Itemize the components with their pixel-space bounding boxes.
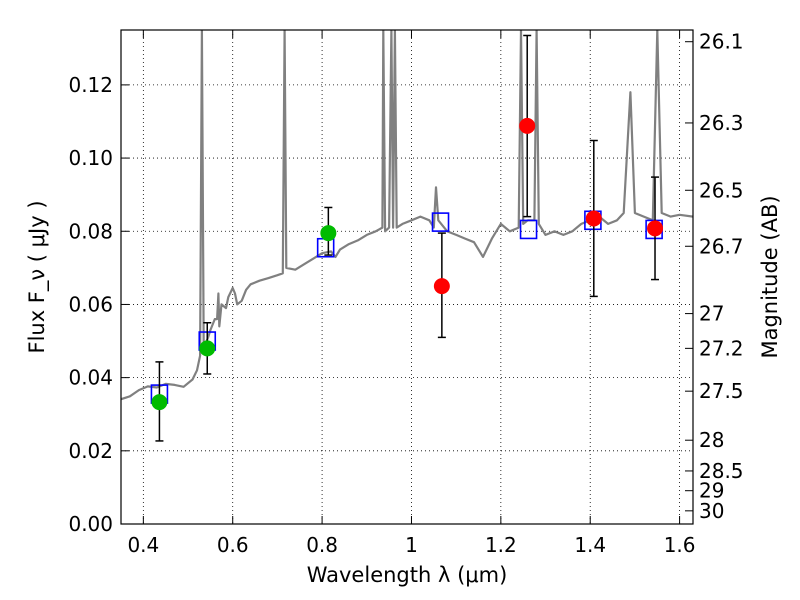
right-tick-label: 27.5 (699, 379, 744, 403)
spectrum-line (121, 30, 693, 401)
y-tick-label: 0.02 (68, 439, 113, 463)
x-tick-label: 1.6 (664, 533, 696, 557)
right-tick-label: 27.2 (699, 336, 744, 360)
y-tick-label: 0.08 (68, 219, 113, 243)
right-tick-label: 30 (699, 499, 724, 523)
right-tick-label: 26.7 (699, 234, 744, 258)
y-tick-label: 0.10 (68, 146, 113, 170)
data-point (647, 220, 664, 237)
data-point (585, 210, 602, 227)
axis-ticks: 0.4 0.6 0.8 1 1.2 1.4 1.6 0.00 0.02 0.04 0.06 0.08 0… (68, 30, 743, 557)
right-tick-label: 28.5 (699, 459, 744, 483)
data-point (519, 117, 536, 134)
right-tick-label: 28 (699, 428, 724, 452)
y-axis-label: Flux F_ν ( μJy ) (25, 200, 50, 353)
right-tick-label: 26.3 (699, 111, 744, 135)
model-box-marker (519, 219, 538, 240)
data-point (320, 225, 337, 242)
x-tick-label: 1.2 (485, 533, 517, 557)
x-tick-label: 0.6 (217, 533, 249, 557)
data-point (151, 394, 168, 411)
x-tick-label: 1 (405, 533, 418, 557)
y-axis-right-label: Magnitude (AB) (758, 195, 782, 358)
plot-area (121, 30, 693, 442)
plot-frame (120, 29, 694, 525)
data-point (433, 278, 450, 295)
x-axis-label: Wavelength λ (μm) (307, 563, 508, 587)
x-tick-label: 1.4 (574, 533, 606, 557)
model-box-marker (431, 212, 450, 232)
y-tick-label: 0.00 (68, 512, 113, 536)
right-tick-label: 26.1 (699, 30, 744, 54)
data-point (199, 340, 216, 357)
x-tick-label: 0.4 (127, 533, 159, 557)
y-tick-label: 0.06 (68, 292, 113, 316)
y-tick-label: 0.04 (68, 366, 113, 390)
y-tick-label: 0.12 (68, 73, 113, 97)
x-tick-label: 0.8 (306, 533, 338, 557)
right-tick-label: 29 (699, 479, 724, 503)
right-tick-label: 27 (699, 302, 724, 326)
grid-lines (121, 30, 693, 525)
right-tick-label: 26.5 (699, 178, 744, 202)
